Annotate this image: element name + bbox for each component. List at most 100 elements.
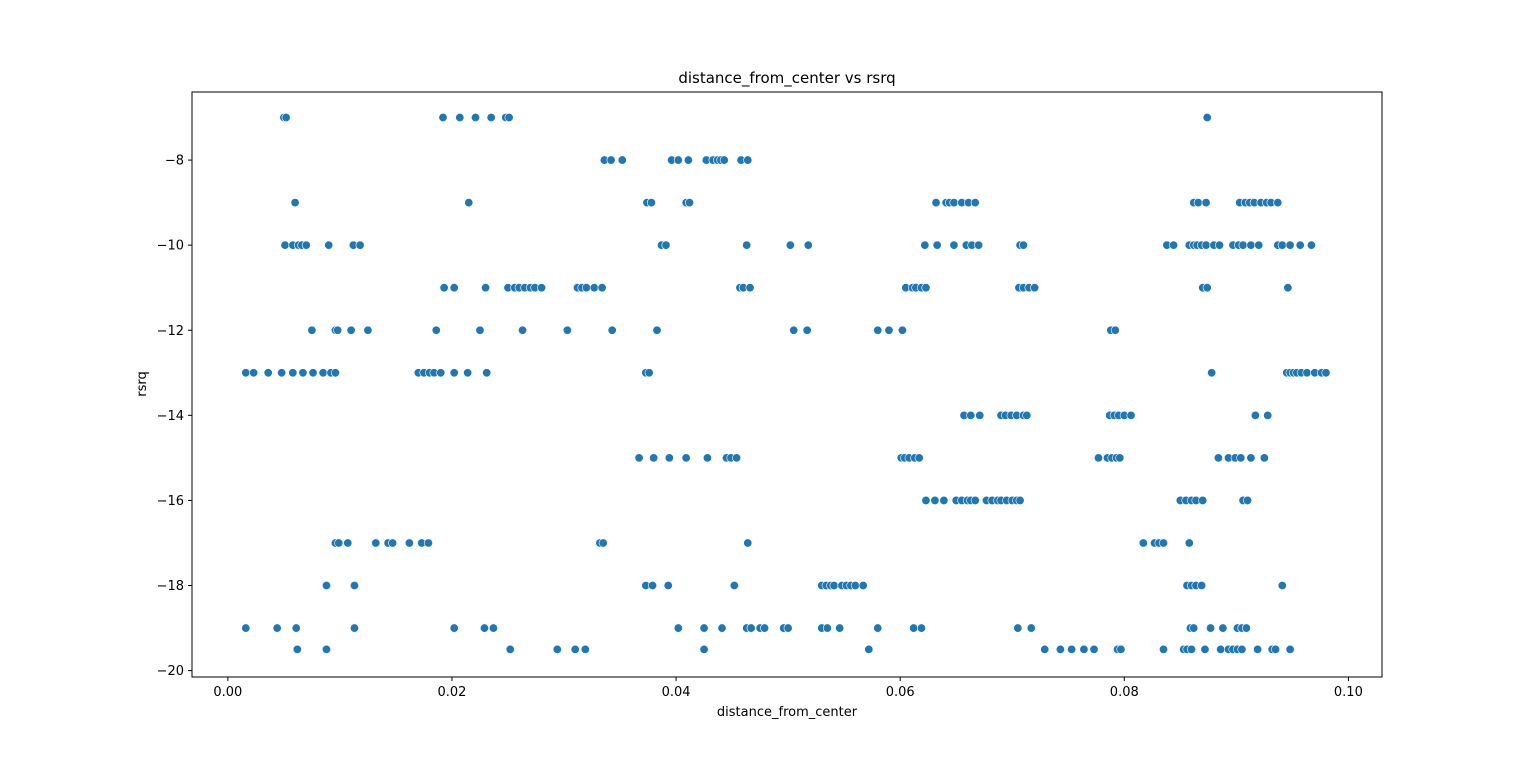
scatter-point bbox=[673, 155, 683, 165]
scatter-point bbox=[920, 240, 930, 250]
scatter-point bbox=[552, 644, 562, 654]
y-tick-label: −18 bbox=[157, 579, 184, 594]
scatter-point bbox=[699, 644, 709, 654]
scatter-point bbox=[760, 623, 770, 633]
scatter-point bbox=[334, 538, 344, 548]
scatter-point bbox=[803, 240, 813, 250]
scatter-point bbox=[438, 113, 448, 123]
scatter-point bbox=[729, 581, 739, 591]
scatter-point bbox=[858, 581, 868, 591]
scatter-point bbox=[349, 581, 359, 591]
scatter-point bbox=[864, 644, 874, 654]
scatter-point bbox=[664, 453, 674, 463]
scatter-point bbox=[914, 453, 924, 463]
scatter-point bbox=[1079, 644, 1089, 654]
scatter-point bbox=[464, 198, 474, 208]
scatter-point bbox=[431, 325, 441, 335]
y-tick-label: −14 bbox=[157, 409, 184, 424]
scatter-point bbox=[449, 368, 459, 378]
y-axis-ticks: −8 −10 −12 −14 −16 −18 −20 bbox=[157, 154, 192, 679]
scatter-point bbox=[482, 368, 492, 378]
scatter-point bbox=[330, 368, 340, 378]
scatter-point bbox=[1158, 538, 1168, 548]
scatter-point bbox=[932, 240, 942, 250]
scatter-point bbox=[835, 623, 845, 633]
chart-title: distance_from_center vs rsrq bbox=[678, 69, 895, 88]
scatter-point bbox=[301, 240, 311, 250]
scatter-point bbox=[404, 538, 414, 548]
scatter-point bbox=[939, 495, 949, 505]
scatter-point bbox=[789, 325, 799, 335]
scatter-point bbox=[949, 240, 959, 250]
scatter-point bbox=[598, 538, 608, 548]
scatter-point bbox=[802, 325, 812, 335]
scatter-point bbox=[699, 623, 709, 633]
x-axis-label: distance_from_center bbox=[717, 705, 858, 720]
scatter-point bbox=[1116, 644, 1126, 654]
scatter-point bbox=[562, 325, 572, 335]
scatter-point bbox=[423, 538, 433, 548]
scatter-point bbox=[1189, 623, 1199, 633]
scatter-point bbox=[683, 155, 693, 165]
scatter-point bbox=[241, 623, 251, 633]
scatter-point bbox=[277, 368, 287, 378]
scatter-point bbox=[1022, 410, 1032, 420]
scatter-point bbox=[663, 581, 673, 591]
scatter-point bbox=[518, 325, 528, 335]
scatter-point bbox=[1236, 453, 1246, 463]
scatter-point bbox=[1250, 410, 1260, 420]
scatter-point bbox=[1238, 240, 1248, 250]
scatter-point bbox=[742, 240, 752, 250]
scatter-point bbox=[324, 240, 334, 250]
scatter-point bbox=[388, 538, 398, 548]
scatter-point bbox=[1169, 240, 1179, 250]
scatter-point bbox=[1138, 538, 1148, 548]
scatter-point bbox=[1026, 623, 1036, 633]
scatter-point bbox=[785, 240, 795, 250]
scatter-point bbox=[436, 368, 446, 378]
scatter-point bbox=[241, 368, 251, 378]
scatter-point bbox=[649, 453, 659, 463]
scatter-point bbox=[363, 325, 373, 335]
scatter-point bbox=[1243, 495, 1253, 505]
scatter-point bbox=[504, 113, 514, 123]
scatter-point bbox=[873, 623, 883, 633]
scatter-point bbox=[1197, 581, 1207, 591]
scatter-point bbox=[470, 113, 480, 123]
scatter-point bbox=[1237, 644, 1247, 654]
scatter-point bbox=[1263, 410, 1273, 420]
scatter-point bbox=[1089, 644, 1099, 654]
scatter-point bbox=[1202, 283, 1212, 293]
scatter-point bbox=[455, 113, 465, 123]
scatter-point bbox=[717, 623, 727, 633]
scatter-point bbox=[580, 644, 590, 654]
scatter-point bbox=[974, 240, 984, 250]
scatter-point bbox=[308, 368, 318, 378]
scatter-point bbox=[1055, 644, 1065, 654]
scatter-point bbox=[850, 581, 860, 591]
scatter-point bbox=[719, 155, 729, 165]
scatter-point bbox=[746, 623, 756, 633]
scatter-point bbox=[970, 198, 980, 208]
scatter-point bbox=[475, 325, 485, 335]
scatter-point bbox=[355, 240, 365, 250]
scatter-point bbox=[439, 283, 449, 293]
x-tick-label: 0.02 bbox=[437, 685, 466, 700]
scatter-point bbox=[685, 198, 695, 208]
scatter-point bbox=[488, 623, 498, 633]
scatter-point bbox=[921, 283, 931, 293]
scatter-point bbox=[589, 283, 599, 293]
scatter-point bbox=[1201, 240, 1211, 250]
scatter-point bbox=[966, 410, 976, 420]
scatter-point bbox=[1193, 198, 1203, 208]
x-tick-label: 0.06 bbox=[886, 685, 915, 700]
scatter-point bbox=[931, 198, 941, 208]
scatter-point bbox=[481, 283, 491, 293]
scatter-point bbox=[648, 581, 658, 591]
scatter-point bbox=[479, 623, 489, 633]
scatter-point bbox=[617, 155, 627, 165]
scatter-point bbox=[822, 623, 832, 633]
scatter-point bbox=[745, 283, 755, 293]
scatter-point bbox=[349, 623, 359, 633]
scatter-point bbox=[970, 495, 980, 505]
